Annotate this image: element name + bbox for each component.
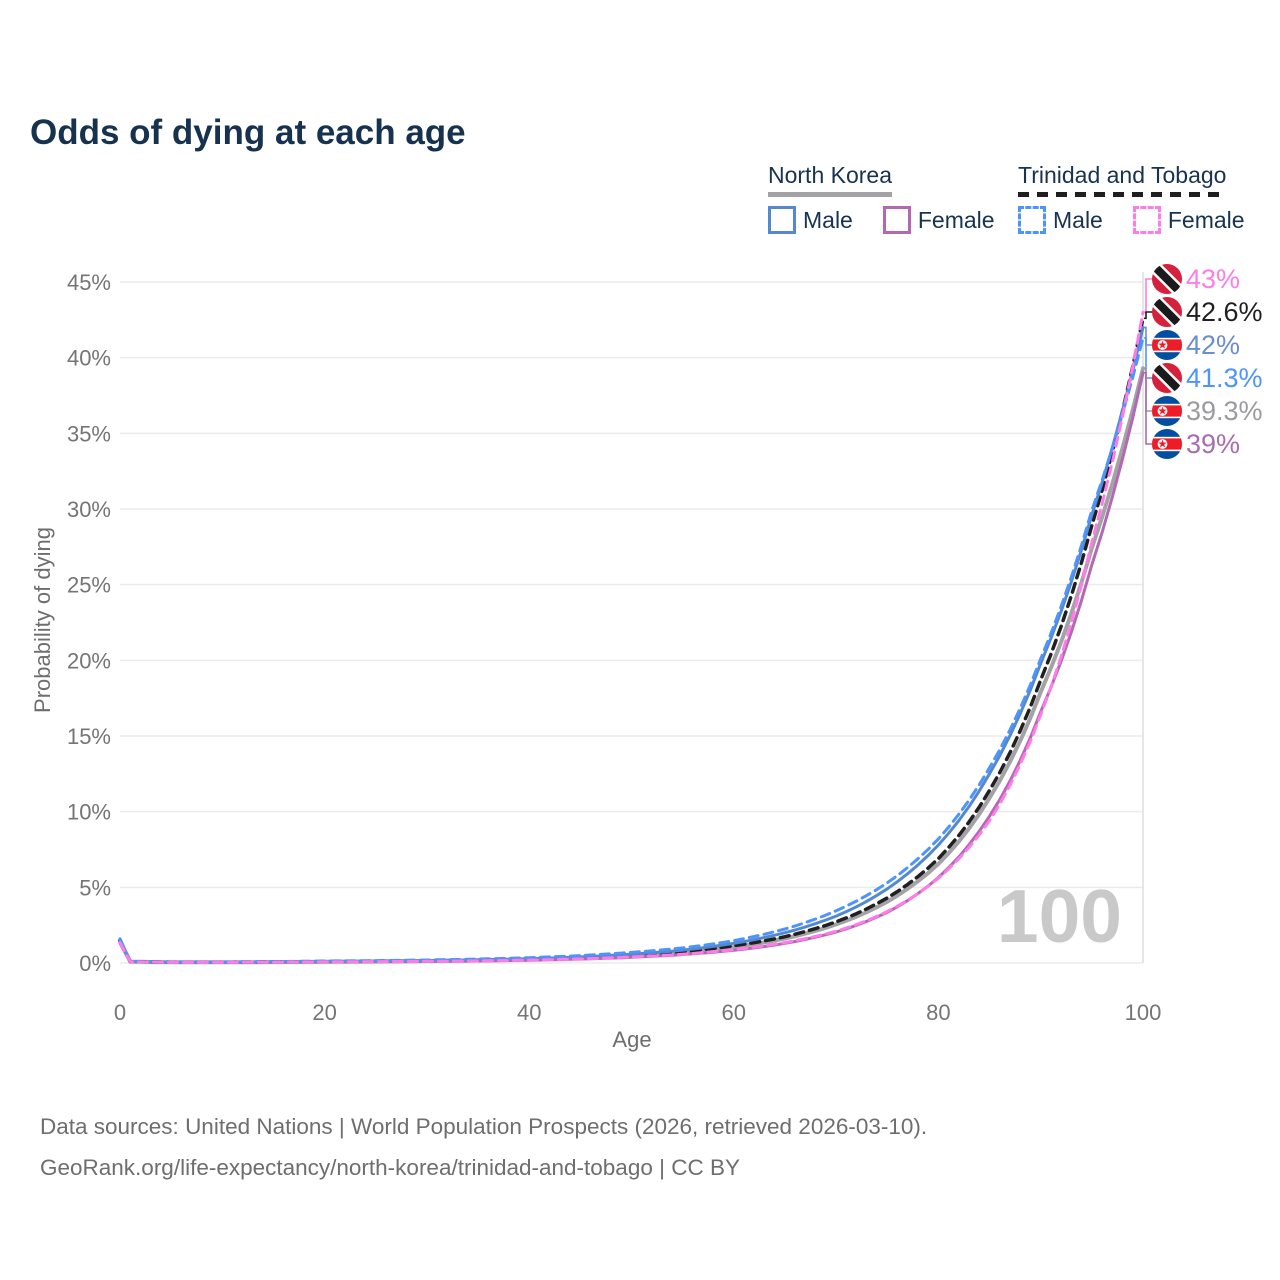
series-line-tt_female[interactable] (118, 310, 1145, 964)
x-axis-title: Age (612, 1027, 652, 1052)
footer-data-sources: Data sources: United Nations | World Pop… (40, 1114, 928, 1139)
y-tick-label: 35% (67, 421, 111, 446)
x-tick-label: 100 (1125, 1000, 1162, 1025)
footer-attribution: GeoRank.org/life-expectancy/north-korea/… (40, 1155, 740, 1180)
x-tick-label: 80 (926, 1000, 950, 1025)
end-label-tt_female: 43% (1152, 264, 1240, 294)
series-line-nk_overall[interactable] (118, 366, 1145, 965)
y-tick-label: 10% (67, 800, 111, 825)
trinidad-and-tobago-flag-icon (1152, 297, 1182, 327)
legend-country-label: North Korea (768, 162, 893, 188)
female-solid-swatch-icon (882, 206, 911, 234)
end-label-value: 39% (1186, 429, 1240, 459)
series-line-tt_male[interactable] (118, 336, 1145, 964)
female-dashed-swatch-icon (1132, 206, 1161, 234)
legend-item-label: Male (803, 206, 853, 233)
legend-country-label: Trinidad and Tobago (1018, 162, 1227, 188)
end-label-nk_male: 42% (1152, 330, 1240, 360)
end-label-connector (1144, 372, 1153, 445)
end-label-connector (1144, 278, 1153, 314)
x-tick-label: 40 (517, 1000, 541, 1025)
end-label-connector (1144, 326, 1153, 346)
series-line-nk_male[interactable] (118, 325, 1145, 964)
footer: Data sources: United Nations | World Pop… (40, 1106, 927, 1188)
legend-group-north-korea: North Korea Male Female (768, 162, 995, 234)
y-tick-label: 15% (67, 724, 111, 749)
male-solid-swatch-icon (768, 206, 796, 234)
series-line-nk_female[interactable] (118, 371, 1145, 964)
legend-country-trinidad-and-tobago[interactable]: Trinidad and Tobago (1018, 162, 1227, 197)
legend-item-north-korea-male[interactable]: Male (768, 206, 853, 234)
trinidad-and-tobago-flag-icon (1152, 264, 1182, 294)
y-tick-label: 40% (67, 346, 111, 371)
legend-item-trinidad-and-tobago-female[interactable]: Female (1132, 206, 1245, 234)
end-label-value: 43% (1186, 264, 1240, 294)
end-label-tt_male: 41.3% (1152, 363, 1263, 393)
legend-item-label: Male (1053, 206, 1103, 233)
legend-item-label: Female (1167, 206, 1245, 233)
end-label-value: 41.3% (1186, 363, 1263, 393)
end-label-value: 42.6% (1186, 297, 1263, 327)
male-dashed-swatch-icon (1018, 206, 1046, 234)
end-label-nk_overall: 39.3% (1152, 396, 1263, 426)
north-korea-flag-icon (1152, 330, 1182, 360)
end-label-tt_overall: 42.6% (1152, 297, 1263, 327)
legend-country-north-korea[interactable]: North Korea (768, 162, 893, 197)
legend-item-trinidad-and-tobago-male[interactable]: Male (1018, 206, 1103, 234)
legend-item-label: Female (917, 206, 995, 233)
y-tick-label: 30% (67, 497, 111, 522)
end-label-nk_female: 39% (1152, 429, 1240, 459)
north-korea-line-swatch (768, 192, 893, 197)
y-tick-label: 0% (79, 951, 111, 976)
x-tick-label: 20 (312, 1000, 336, 1025)
series-line-tt_overall[interactable] (118, 316, 1145, 964)
end-label-value: 39.3% (1186, 396, 1263, 426)
y-tick-label: 20% (67, 648, 111, 673)
legend-group-trinidad-and-tobago: Trinidad and Tobago Male Female (1018, 162, 1245, 234)
end-label-value: 42% (1186, 330, 1240, 360)
age-indicator-readout: 100 (997, 874, 1122, 958)
y-tick-label: 25% (67, 573, 111, 598)
trinidad-and-tobago-line-swatch (1018, 192, 1227, 197)
trinidad-and-tobago-flag-icon (1152, 363, 1182, 393)
page-title: Odds of dying at each age (30, 113, 466, 153)
legend-item-north-korea-female[interactable]: Female (882, 206, 995, 234)
x-tick-label: 60 (722, 1000, 746, 1025)
x-tick-label: 0 (114, 1000, 126, 1025)
y-tick-label: 5% (79, 875, 111, 900)
north-korea-flag-icon (1152, 396, 1182, 426)
y-tick-label: 45% (67, 270, 111, 295)
end-label-connector (1144, 337, 1153, 379)
north-korea-flag-icon (1152, 429, 1182, 459)
end-label-connector (1144, 311, 1153, 320)
